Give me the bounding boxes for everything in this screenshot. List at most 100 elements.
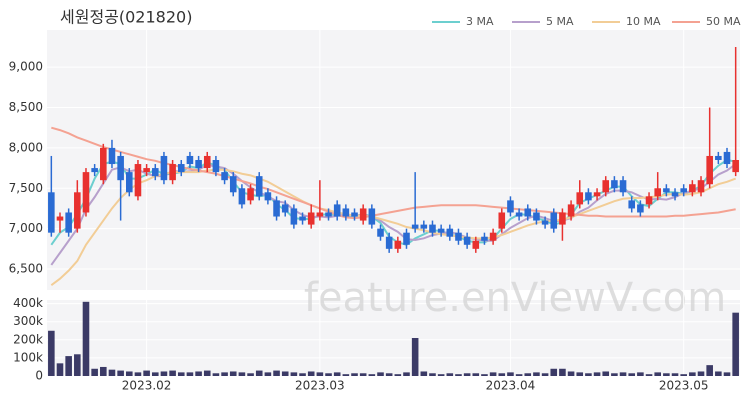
volume-bar	[559, 368, 566, 376]
legend-label: 3 MA	[466, 15, 494, 28]
volume-bar	[229, 371, 237, 376]
volume-bar	[689, 372, 696, 376]
volume-bar	[645, 374, 653, 376]
candle-body	[281, 204, 289, 213]
volume-bar	[715, 371, 722, 376]
volume-bar	[117, 370, 124, 376]
volume-bar	[351, 373, 358, 376]
volume-bar	[463, 373, 471, 376]
candle-body	[593, 192, 601, 197]
candle-body	[524, 208, 532, 217]
candle-body	[706, 155, 713, 185]
volume-bar	[611, 373, 618, 376]
volume-bar	[333, 372, 341, 376]
volume-bar	[524, 373, 532, 376]
candle-body	[229, 176, 237, 193]
volume-bar	[255, 370, 263, 376]
volume-bar	[697, 371, 705, 376]
volume-bar	[186, 372, 194, 376]
volume-bar	[654, 372, 661, 376]
candle-body	[195, 160, 202, 169]
candle-body	[385, 236, 393, 249]
volume-bar	[723, 372, 731, 376]
candle-body	[117, 155, 124, 181]
candle-body	[611, 180, 618, 189]
candle-body	[377, 228, 384, 237]
volume-bar	[74, 354, 81, 376]
volume-bar	[151, 372, 159, 376]
volume-bar	[212, 373, 220, 376]
candle-body	[507, 200, 514, 213]
candle-body	[255, 176, 263, 197]
volume-bar	[307, 371, 315, 376]
volume-bar	[377, 372, 384, 376]
volume-bar	[602, 371, 610, 376]
candle-body	[671, 192, 679, 197]
volume-bar	[481, 374, 488, 376]
volume-bar	[316, 372, 324, 376]
candle-body	[689, 184, 696, 193]
volume-bar	[429, 373, 436, 376]
candle-body	[429, 224, 436, 233]
candle-body	[264, 192, 272, 201]
volume-bar	[134, 372, 142, 376]
volume-bar	[567, 371, 575, 376]
volume-bar	[195, 371, 202, 376]
chart-title: 세원정공(021820)	[60, 8, 192, 27]
volume-bar	[325, 373, 332, 376]
volume-bar	[91, 368, 98, 376]
candle-body	[680, 188, 687, 193]
candle-body	[82, 172, 90, 213]
volume-bar	[411, 338, 419, 376]
y-tick-label: 9,000	[9, 60, 43, 74]
candle-body	[65, 212, 72, 233]
y-tick-label: 200k	[13, 332, 43, 346]
volume-bar	[394, 374, 402, 376]
volume-bar	[489, 372, 497, 376]
candle-body	[316, 212, 324, 217]
y-tick-label: 100k	[13, 350, 43, 364]
candle-body	[550, 212, 558, 229]
candle-body	[515, 212, 523, 217]
candle-body	[203, 155, 211, 169]
candle-body	[576, 192, 584, 205]
candle-body	[472, 240, 480, 249]
volume-bar	[671, 373, 679, 376]
volume-bar	[706, 365, 713, 376]
candle-body	[715, 155, 722, 160]
volume-bar	[299, 373, 306, 376]
volume-bar	[48, 330, 55, 376]
candle-body	[420, 224, 428, 229]
volume-bar	[515, 374, 523, 376]
candle-body	[359, 208, 367, 221]
candle-body	[723, 151, 731, 165]
x-tick-label: 2023.05	[659, 379, 709, 393]
volume-bar	[663, 373, 670, 376]
volume-bar	[455, 374, 462, 376]
candle-body	[273, 200, 280, 217]
candle-body	[654, 188, 661, 197]
volume-bar	[143, 370, 150, 376]
volume-bar	[56, 363, 64, 376]
legend-label: 50 MA	[706, 15, 741, 28]
candle-body	[437, 228, 445, 233]
candle-body	[619, 180, 627, 193]
y-tick-label: 7,000	[9, 221, 43, 235]
candle-body	[299, 216, 306, 221]
volume-bar	[437, 374, 445, 376]
candle-body	[221, 172, 228, 181]
volume-bar	[628, 373, 636, 376]
candle-body	[463, 236, 471, 245]
candle-body	[481, 236, 488, 241]
watermark: feature.enViewV.com	[304, 275, 726, 321]
volume-bar	[273, 370, 280, 376]
volume-bar	[385, 373, 393, 376]
volume-bar	[576, 372, 584, 376]
candle-body	[663, 188, 670, 193]
candle-body	[307, 212, 315, 225]
volume-bar	[203, 370, 211, 376]
volume-bar	[108, 369, 116, 376]
candle-body	[541, 220, 549, 225]
volume-bar	[680, 374, 687, 376]
